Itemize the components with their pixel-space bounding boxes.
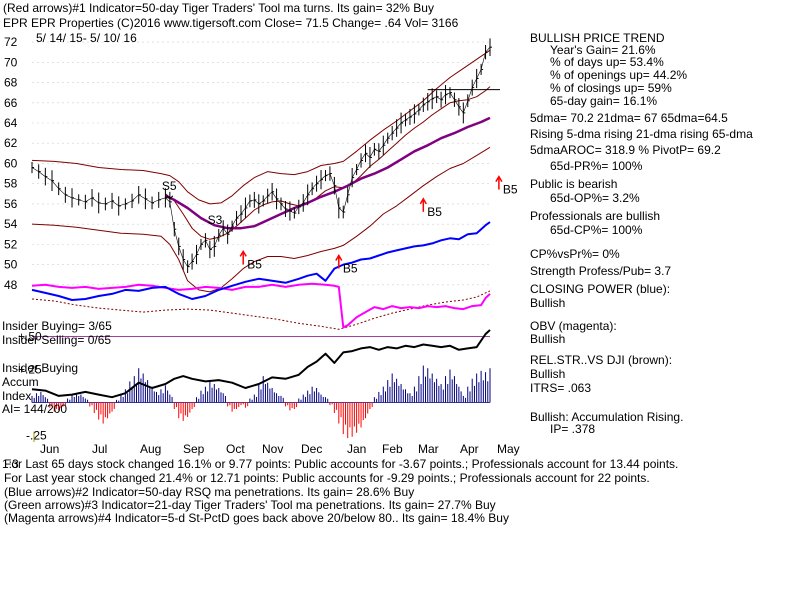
index-label: Index bbox=[2, 389, 32, 403]
side-65d-cp: 65d-CP%= 100% bbox=[550, 223, 643, 237]
accum-index-line bbox=[31, 329, 491, 399]
y-tick-62: 62 bbox=[4, 136, 18, 150]
price-axis-ticks: 48 50 52 54 56 58 60 62 64 66 68 70 72 bbox=[4, 35, 18, 292]
side-strength: Strength Profess/Pub= 3.7 bbox=[530, 264, 672, 278]
side-professionals: Professionals are bullish bbox=[530, 209, 661, 223]
month-label-jan: Jan bbox=[347, 442, 366, 456]
footer-green-arrows: (Green arrows)#3 Indicator=21-day Tiger … bbox=[4, 498, 496, 512]
signal-label-1: S3 bbox=[208, 213, 223, 227]
upper-band-line bbox=[31, 49, 491, 205]
month-axis: Jun Jul Aug Sep Oct Nov Dec Jan Feb Mar Apr May bbox=[40, 442, 520, 456]
y-tick-56: 56 bbox=[4, 197, 18, 211]
side-aroc-pivot: 5dmaAROC= 318.9 % PivotP= 69.2 bbox=[530, 143, 721, 157]
signal-label-4: B5 bbox=[427, 205, 442, 219]
footer-magenta-arrows: (Magenta arrows)#4 Indicator=5-d St-PctD… bbox=[4, 511, 509, 525]
month-label-dec: Dec bbox=[301, 442, 322, 456]
side-dma-rising: Rising 5-dma rising 21-dma rising 65-dma bbox=[530, 127, 753, 141]
side-days-up: % of days up= 53.4% bbox=[550, 55, 664, 69]
y-tick-54: 54 bbox=[4, 217, 18, 231]
y-tick-58: 58 bbox=[4, 177, 18, 191]
side-obv-status: Bullish bbox=[530, 332, 566, 346]
side-cp-vs-pr: CP%vsPr%= 0% bbox=[530, 247, 620, 261]
month-label-oct: Oct bbox=[226, 442, 245, 456]
ma21-line bbox=[165, 86, 491, 240]
y-tick-68: 68 bbox=[4, 76, 18, 90]
side-65day-gain: 65-day gain= 16.1% bbox=[550, 94, 658, 108]
signal-label-5: B5 bbox=[503, 183, 518, 197]
month-label-aug: Aug bbox=[140, 442, 161, 456]
ai-value: AI= 144/200 bbox=[2, 402, 68, 416]
rel-str-line bbox=[31, 290, 491, 330]
side-itrs: ITRS= .063 bbox=[530, 381, 592, 395]
side-obv-title: OBV (magenta): bbox=[530, 319, 617, 333]
y-tick-52: 52 bbox=[4, 237, 18, 251]
signal-arrow-head-2 bbox=[239, 249, 247, 257]
insider-buying: Insider Buying= 3/65 bbox=[2, 319, 112, 333]
y-tick-64: 64 bbox=[4, 116, 18, 130]
lower-band-line bbox=[31, 146, 491, 293]
signal-label-2: B5 bbox=[247, 257, 262, 271]
side-closing-power-title: CLOSING POWER (blue): bbox=[530, 282, 671, 296]
month-label-feb: Feb bbox=[382, 442, 403, 456]
header-stock-line: EPR EPR Properties (C)2016 www.tigersoft… bbox=[3, 16, 459, 30]
side-public: Public is bearish bbox=[530, 177, 618, 191]
insider-selling: Insider Selling= 0/65 bbox=[2, 333, 112, 347]
side-closings-up: % of closings up= 59% bbox=[550, 81, 672, 95]
month-label-sep: Sep bbox=[183, 442, 205, 456]
obv-line bbox=[31, 282, 491, 329]
signal-arrows: S5 S3 B5 B5 B5 B5 bbox=[162, 175, 518, 275]
side-65d-op: 65d-OP%= 3.2% bbox=[550, 191, 640, 205]
closing-power-line bbox=[31, 221, 491, 301]
chart-lines bbox=[31, 38, 500, 399]
side-closing-power-status: Bullish bbox=[530, 296, 566, 310]
month-label-jul: Jul bbox=[92, 442, 107, 456]
y-tick-48: 48 bbox=[4, 278, 18, 292]
y-tick-72: 72 bbox=[4, 35, 18, 49]
insider-buying-label: Insider Buying bbox=[2, 361, 79, 375]
month-label-nov: Nov bbox=[262, 442, 283, 456]
month-label-jun: Jun bbox=[40, 442, 59, 456]
side-accum-status: Bullish: Accumulation Rising. bbox=[530, 410, 684, 424]
ma65-line bbox=[164, 116, 491, 230]
y-tick-70: 70 bbox=[4, 55, 18, 69]
header-indicator-1: (Red arrows)#1 Indicator=50-day Tiger Tr… bbox=[3, 1, 434, 15]
accum-tick-0: +.50 bbox=[18, 330, 42, 344]
date-range: 5/ 14/ 15- 5/ 10/ 16 bbox=[36, 31, 137, 45]
accum-tick-1: +.25 bbox=[18, 363, 42, 377]
side-ip: IP= .378 bbox=[550, 422, 596, 436]
price-close-line bbox=[31, 46, 491, 267]
footer-year-summary: For Last year stock changed 21.4% or 12.… bbox=[4, 471, 650, 485]
side-rel-str-status: Bullish bbox=[530, 367, 566, 381]
month-label-apr: Apr bbox=[460, 442, 479, 456]
signal-arrow-head-4 bbox=[419, 197, 427, 205]
y-tick-50: 50 bbox=[4, 258, 18, 272]
y-tick-60: 60 bbox=[4, 156, 18, 170]
y-tick-66: 66 bbox=[4, 96, 18, 110]
side-65d-pr: 65d-PR%= 100% bbox=[550, 159, 643, 173]
signal-label-0: S5 bbox=[162, 179, 177, 193]
side-openings-up: % of openings up= 44.2% bbox=[550, 68, 688, 82]
signal-arrow-head-3 bbox=[335, 254, 343, 261]
footer-blue-arrows: (Blue arrows)#2 Indicator=50-day RSQ ma … bbox=[4, 485, 415, 499]
month-label-mar: Mar bbox=[418, 442, 439, 456]
signal-arrow-head-0 bbox=[166, 195, 174, 200]
accum-tick-2: -.25 bbox=[26, 428, 47, 442]
signal-arrow-head-5 bbox=[495, 175, 503, 182]
price-gridlines bbox=[32, 41, 490, 286]
side-dma-values: 5dma= 70.2 21dma= 67 65dma=64.5 bbox=[530, 111, 728, 125]
accum-axis-ticks: +.50 +.25 -.25 bbox=[18, 330, 47, 443]
footer-overlap-label: 1:3 bbox=[2, 457, 19, 471]
signal-label-3: B5 bbox=[343, 261, 358, 275]
footer-65day-summary: For Last 65 days stock changed 16.1% or … bbox=[4, 457, 679, 471]
accum-bars bbox=[31, 365, 491, 439]
side-rel-str-title: REL.STR..VS DJI (brown): bbox=[530, 353, 673, 367]
side-trend-title: BULLISH PRICE TREND bbox=[530, 31, 665, 45]
month-label-may: May bbox=[497, 442, 520, 456]
side-year-gain: Year's Gain= 21.6% bbox=[550, 43, 656, 57]
accum-label: Accum bbox=[2, 375, 39, 389]
